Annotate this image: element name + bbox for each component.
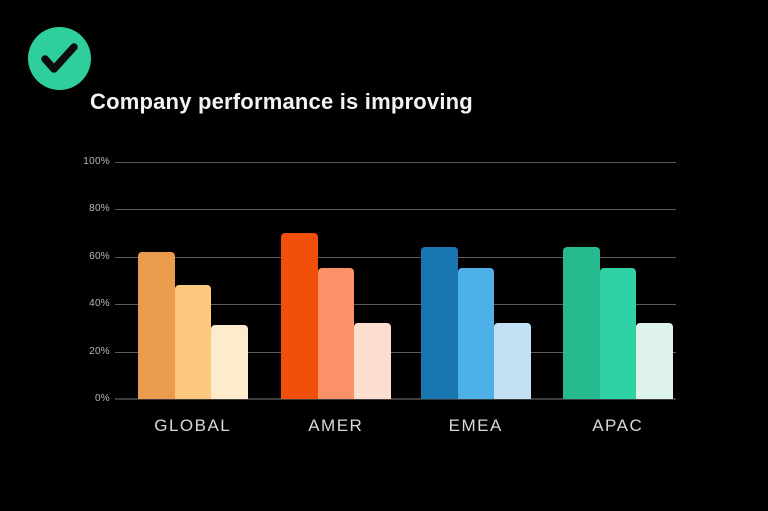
x-tick-label-amer: AMER <box>308 416 364 435</box>
bar-emea-series-1 <box>421 247 458 399</box>
bar-amer-series-3 <box>354 323 391 399</box>
bar-emea-series-2 <box>457 268 494 399</box>
x-tick-label-global: GLOBAL <box>154 416 232 435</box>
y-tick-label-40: 40% <box>89 298 110 309</box>
x-axis-baseline <box>115 398 676 400</box>
gridline-80 <box>115 209 676 210</box>
gridline-60 <box>115 256 676 258</box>
y-tick-label-100: 100% <box>83 155 110 167</box>
bar-amer-series-2 <box>317 268 354 399</box>
gridline-40 <box>115 304 676 305</box>
y-tick-label-20: 20% <box>89 345 110 357</box>
bar-group-global <box>138 161 248 399</box>
check-icon <box>41 43 78 73</box>
y-tick-label-0: 0% <box>94 393 110 404</box>
bar-apac-series-1 <box>563 247 600 399</box>
success-badge <box>28 27 91 90</box>
x-tick-label-apac: APAC <box>592 416 644 435</box>
bar-amer-series-1 <box>281 233 318 399</box>
x-tick-label-emea: EMEA <box>448 416 503 435</box>
gridline-100 <box>115 161 676 163</box>
bar-group-emea <box>421 161 531 399</box>
bar-global-series-3 <box>211 325 248 399</box>
bar-apac-series-3 <box>636 323 673 399</box>
bar-group-amer <box>281 161 391 399</box>
bar-group-apac <box>563 161 673 399</box>
page-title: Company performance is improving <box>90 89 473 114</box>
y-tick-label-60: 60% <box>89 250 110 262</box>
bar-global-series-1 <box>138 252 175 399</box>
check-stroke <box>41 43 78 73</box>
bar-emea-series-3 <box>494 323 531 399</box>
y-tick-label-80: 80% <box>89 203 110 214</box>
bar-apac-series-2 <box>599 268 636 399</box>
bar-global-series-2 <box>174 285 211 399</box>
gridline-20 <box>115 351 676 353</box>
